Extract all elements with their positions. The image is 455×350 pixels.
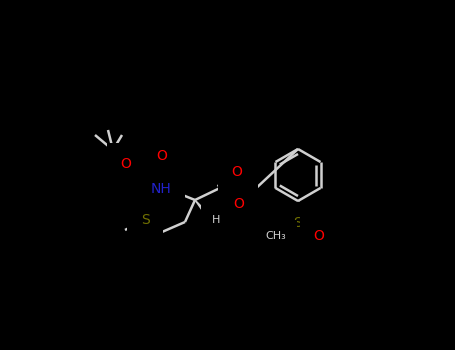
- Text: NH: NH: [151, 182, 172, 196]
- Text: CH₃: CH₃: [266, 231, 286, 241]
- Text: H: H: [212, 215, 220, 225]
- Text: O: O: [121, 157, 131, 171]
- Text: O: O: [233, 197, 244, 211]
- Text: S: S: [293, 216, 303, 230]
- Text: O: O: [313, 229, 324, 243]
- Polygon shape: [195, 200, 212, 219]
- Text: O: O: [157, 149, 167, 163]
- Text: S: S: [141, 213, 149, 227]
- Text: O: O: [232, 165, 243, 179]
